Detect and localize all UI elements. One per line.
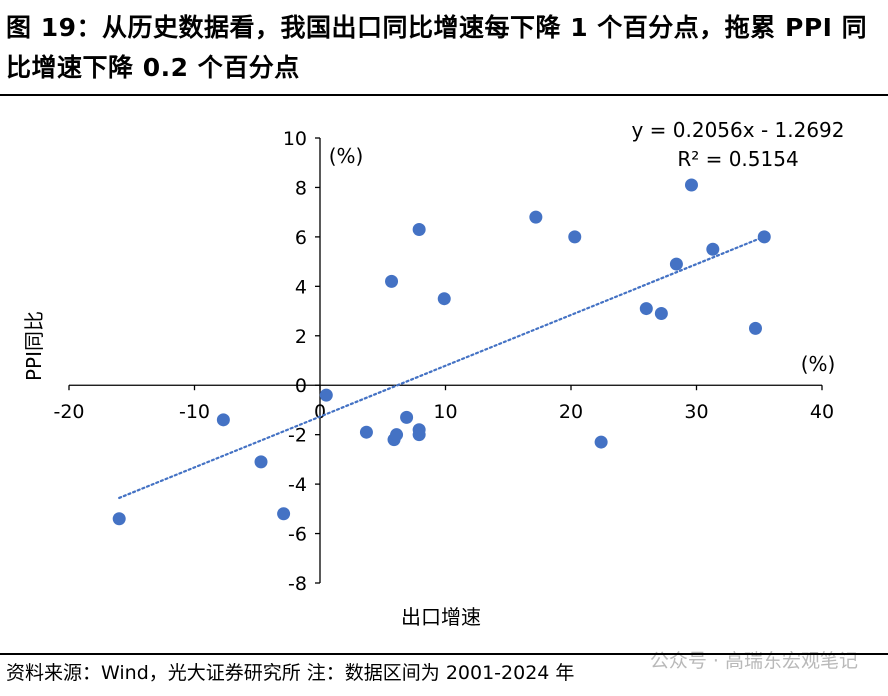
data-point [216,413,230,427]
data-point [277,507,291,521]
x-tick-label: -10 [179,401,210,423]
data-point [437,292,451,306]
data-point [254,455,268,469]
data-point [412,428,426,442]
y-tick-label: -8 [288,573,307,595]
y-tick-label: -4 [288,474,307,496]
data-point [412,222,426,236]
y-tick-label: 6 [295,227,307,249]
chart-axes [68,137,823,584]
top-rule [0,94,888,96]
x-axis-label: 出口增速 [401,605,481,629]
y-axis-label: PPI同比 [22,311,46,381]
y-unit-label: (%) [329,144,364,168]
data-point [529,210,543,224]
source-note: 资料来源：Wind，光大证券研究所 注：数据区间为 2001-2024 年 [6,662,575,684]
data-point [385,274,399,288]
data-point [594,435,608,449]
x-tick-label: -20 [53,401,84,423]
y-tick-label: -6 [288,524,307,546]
data-point [639,302,653,316]
data-points [112,178,771,526]
x-unit-label: (%) [801,352,836,376]
data-point [669,257,683,271]
y-tick-label: 8 [295,177,307,199]
trend-r-squared: R² = 0.5154 [677,147,798,171]
y-tick-label: 2 [295,326,307,348]
x-tick-label: 0 [314,401,326,423]
y-tick-label: 10 [283,128,307,150]
trend-equation: y = 0.2056x - 1.2692 [631,118,844,142]
watermark: 公众号 · 高瑞东宏观笔记 [649,650,858,672]
x-tick-label: 30 [684,401,708,423]
data-point [390,428,404,442]
y-tick-label: 0 [295,375,307,397]
trend-line [118,235,766,500]
data-point [400,410,414,424]
data-point [757,230,771,244]
x-tick-label: 20 [559,401,583,423]
y-tick-label: 4 [295,276,307,298]
data-point [706,242,720,256]
data-point [112,512,126,526]
data-point [359,425,373,439]
data-point [748,321,762,335]
data-point [568,230,582,244]
data-point [684,178,698,192]
bottom-rule [0,653,888,655]
data-point [319,388,333,402]
y-tick-label: -2 [288,425,307,447]
figure-title: 图 19：从历史数据看，我国出口同比增速每下降 1 个百分点，拖累 PPI 同比… [6,13,868,82]
x-tick-label: 40 [810,401,834,423]
data-point [654,307,668,321]
x-tick-label: 10 [433,401,457,423]
